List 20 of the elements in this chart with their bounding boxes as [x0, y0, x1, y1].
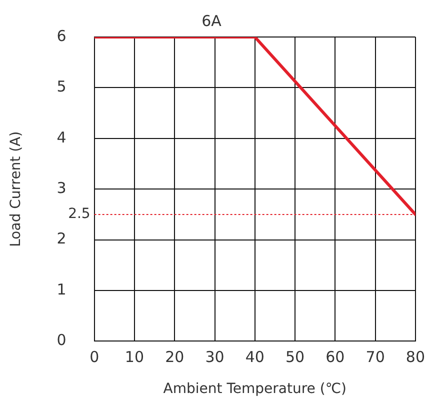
- y-tick-label: 2: [56, 230, 66, 248]
- x-axis-title: Ambient Temperature (℃): [163, 381, 346, 398]
- x-tick-label: 10: [124, 348, 144, 366]
- x-tick-label: 60: [326, 348, 345, 366]
- y-axis-title: Load Current (A): [8, 131, 24, 247]
- x-tick-label: 0: [90, 348, 100, 366]
- chart-title: 6A: [202, 12, 222, 30]
- x-tick-label: 40: [245, 348, 264, 366]
- x-tick-label: 80: [406, 348, 426, 366]
- x-tick-label: 20: [165, 348, 184, 366]
- y-tick-label: 3: [56, 178, 66, 197]
- y-tick-label: 5: [56, 78, 66, 96]
- y-tick-label: 6: [56, 26, 66, 45]
- ref-line-label: 2.5: [68, 206, 90, 222]
- x-tick-label: 70: [366, 348, 385, 366]
- x-tick-label: 50: [285, 348, 305, 366]
- y-tick-label: 0: [56, 331, 66, 350]
- y-tick-label: 1: [56, 280, 66, 298]
- y-tick-label: 4: [56, 128, 66, 146]
- x-tick-label: 30: [205, 348, 224, 366]
